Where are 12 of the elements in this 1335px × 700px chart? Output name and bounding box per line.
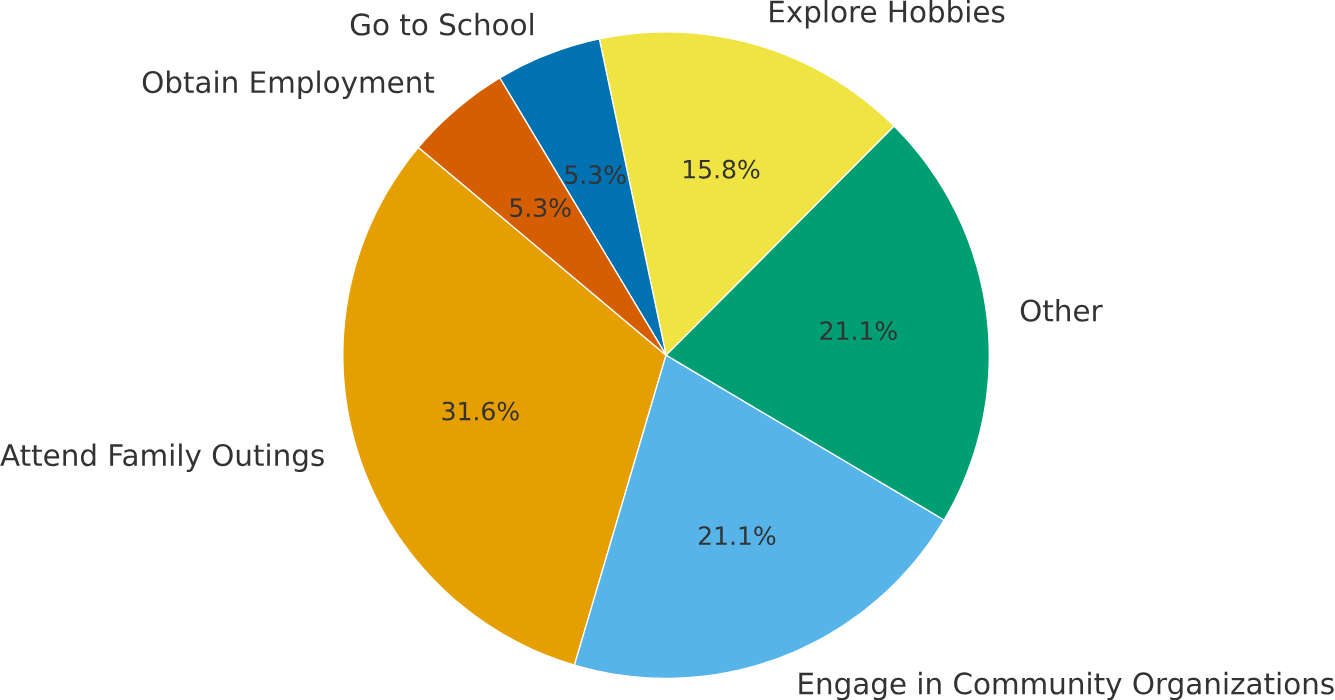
data-label: 5.3% (565, 165, 626, 184)
slice-label: Other (1020, 298, 1103, 322)
data-label: 5.3% (510, 198, 571, 217)
data-label: 21.1% (820, 321, 897, 341)
slice-label: Explore Hobbies (770, 0, 1005, 29)
slice-label: Go to School (350, 12, 533, 36)
slice-label: Engage in Community Organizations (799, 671, 1334, 700)
data-label: 15.8% (684, 159, 760, 179)
slice-label: Obtain Employment (142, 70, 435, 99)
data-label: 21.1% (699, 526, 776, 545)
slice-label: Attend Family Outings (0, 443, 324, 472)
data-label: 31.6% (442, 401, 519, 421)
